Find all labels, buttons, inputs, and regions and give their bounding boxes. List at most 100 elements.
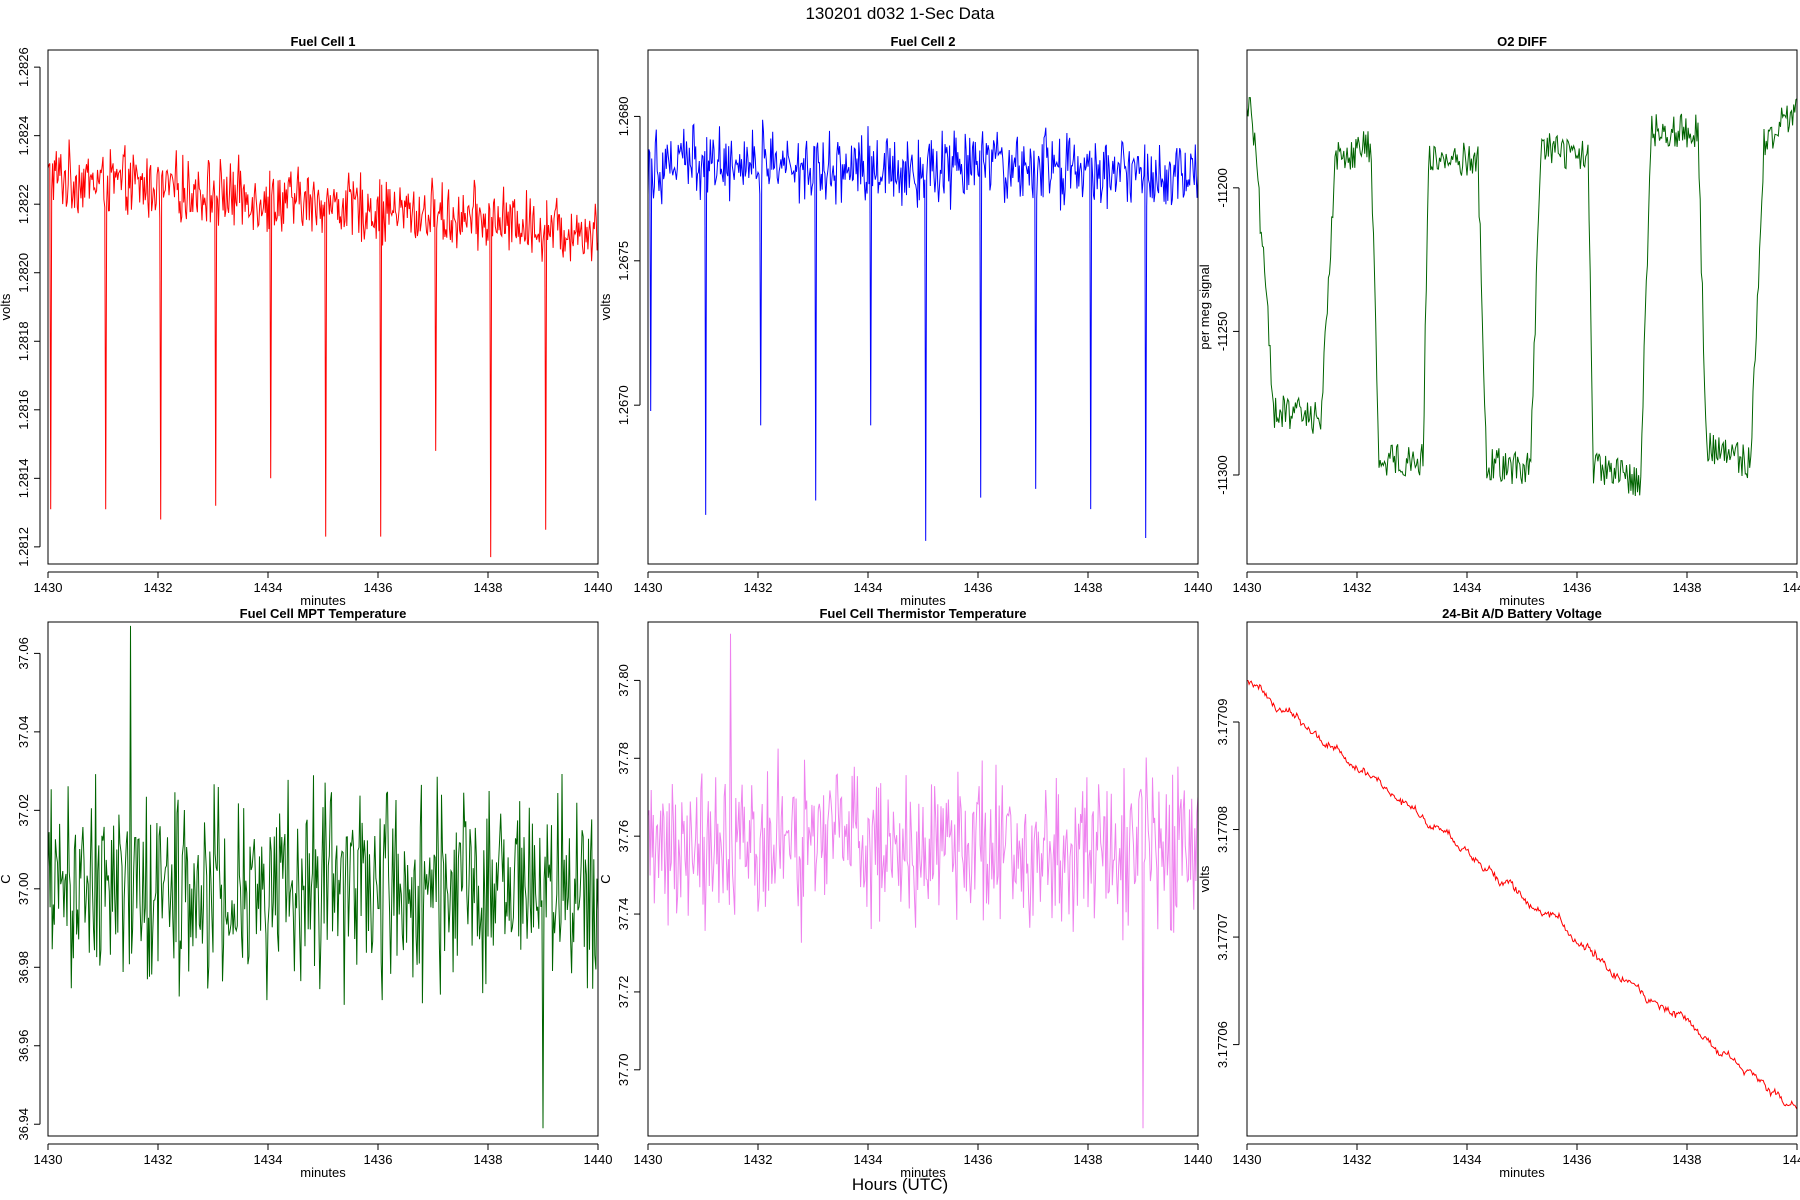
x-tick-label: 1430 [34,1152,63,1167]
y-tick-label: 37.76 [616,820,631,853]
x-tick-label: 1432 [744,580,773,595]
x-tick-label: 1440 [584,1152,613,1167]
panel-title: O2 DIFF [1497,34,1547,49]
x-tick-label: 1436 [364,580,393,595]
x-axis-label: minutes [1499,1165,1545,1180]
x-tick-label: 1432 [1343,580,1372,595]
x-tick-label: 1438 [1074,580,1103,595]
y-tick-label: 3.17706 [1215,1021,1230,1068]
y-axis-label: volts [598,293,613,320]
x-tick-label: 1432 [1343,1152,1372,1167]
x-tick-label: 1432 [144,580,173,595]
x-tick-label: 1430 [1233,580,1262,595]
x-axis-label: minutes [1499,593,1545,608]
x-tick-label: 1438 [1673,1152,1702,1167]
y-tick-label: 1.2670 [616,385,631,425]
panel-1: Fuel Cell 1 1430 1432 1434 1436 1438 1440 minut… [0,34,612,608]
y-tick-label: 1.2822 [16,184,31,224]
x-tick-label: 1440 [1184,1152,1213,1167]
y-tick-label: 37.74 [616,898,631,931]
x-tick-label: 1432 [744,1152,773,1167]
y-tick-label: 37.02 [16,794,31,827]
y-tick-label: 1.2826 [16,47,31,87]
plot-frame [1246,621,1798,1137]
x-tick-label: 1440 [584,580,613,595]
y-tick-label: 37.06 [16,637,31,670]
series-line [1246,679,1798,1110]
y-axis-label: C [598,874,613,883]
x-tick-label: 1438 [474,580,503,595]
y-axis-label: per meg signal [1197,264,1212,349]
y-tick-label: -11300 [1215,455,1230,495]
x-tick-label: 1438 [1673,580,1702,595]
x-tick-label: 1436 [964,1152,993,1167]
x-axis-label: minutes [900,1165,946,1180]
panel-2: Fuel Cell 2 1430 1432 1434 1436 1438 1440 minut… [598,34,1212,608]
x-tick-label: 1434 [854,1152,883,1167]
y-tick-label: 1.2820 [16,253,31,293]
y-tick-label: 37.04 [16,716,31,749]
x-tick-label: 1440 [1783,1152,1800,1167]
x-axis-label: minutes [300,593,346,608]
x-tick-label: 1432 [144,1152,173,1167]
x-axis-label: minutes [900,593,946,608]
x-tick-label: 1430 [1233,1152,1262,1167]
x-tick-label: 1436 [964,580,993,595]
y-tick-label: 36.96 [16,1029,31,1062]
x-axis-label: minutes [300,1165,346,1180]
series-line [47,139,599,558]
plot-frame [1246,49,1798,565]
x-tick-label: 1434 [1453,1152,1482,1167]
plot-frame [47,49,599,565]
series-line [1246,97,1798,497]
y-tick-label: 37.00 [16,873,31,906]
x-tick-label: 1430 [634,1152,663,1167]
panel-title: 24-Bit A/D Battery Voltage [1442,606,1602,621]
x-tick-label: 1430 [634,580,663,595]
x-tick-label: 1438 [474,1152,503,1167]
plot-frame [647,49,1199,565]
panel-4: Fuel Cell MPT Temperature 1430 1432 1434 143… [0,606,612,1180]
y-tick-label: 3.17708 [1215,806,1230,853]
y-tick-label: 37.80 [616,664,631,697]
x-tick-label: 1434 [254,580,283,595]
y-tick-label: 36.94 [16,1108,31,1141]
panel-title: Fuel Cell 2 [890,34,955,49]
x-tick-label: 1438 [1074,1152,1103,1167]
panel-5: Fuel Cell Thermistor Temperature 1430 1432… [598,606,1212,1180]
y-tick-label: 1.2814 [16,458,31,498]
y-tick-label: 1.2824 [16,116,31,156]
x-tick-label: 1434 [254,1152,283,1167]
y-axis-label: volts [1197,865,1212,892]
panel-title: Fuel Cell MPT Temperature [240,606,407,621]
x-tick-label: 1430 [34,580,63,595]
panel-3: O2 DIFF 1430 1432 1434 1436 1438 1440 minutes -1… [1197,34,1800,608]
figure-xlabel: Hours (UTC) [852,1175,948,1194]
y-tick-label: 1.2818 [16,321,31,361]
y-tick-label: 1.2675 [616,241,631,281]
panel-title: Fuel Cell Thermistor Temperature [819,606,1026,621]
y-tick-label: 1.2816 [16,390,31,430]
panel-6: 24-Bit A/D Battery Voltage 1430 1432 1434 14… [1197,606,1800,1180]
x-tick-label: 1434 [854,580,883,595]
x-tick-label: 1436 [364,1152,393,1167]
plot-grid: Fuel Cell 1 1430 1432 1434 1436 1438 1440 minut… [0,34,1800,1180]
y-tick-label: 3.17709 [1215,699,1230,746]
y-tick-label: 37.72 [616,976,631,1009]
y-tick-label: 3.17707 [1215,914,1230,961]
y-tick-label: 1.2812 [16,527,31,567]
series-line [647,119,1199,541]
y-axis-label: C [0,874,13,883]
series-line [647,633,1199,1129]
x-tick-label: 1436 [1563,580,1592,595]
y-tick-label: -11200 [1215,168,1230,208]
y-tick-label: -11250 [1215,312,1230,352]
y-tick-label: 37.70 [616,1054,631,1087]
x-tick-label: 1434 [1453,580,1482,595]
x-tick-label: 1436 [1563,1152,1592,1167]
y-tick-label: 36.98 [16,951,31,984]
x-tick-label: 1440 [1783,580,1800,595]
y-tick-label: 1.2680 [616,97,631,137]
figure-title: 130201 d032 1-Sec Data [805,4,995,23]
